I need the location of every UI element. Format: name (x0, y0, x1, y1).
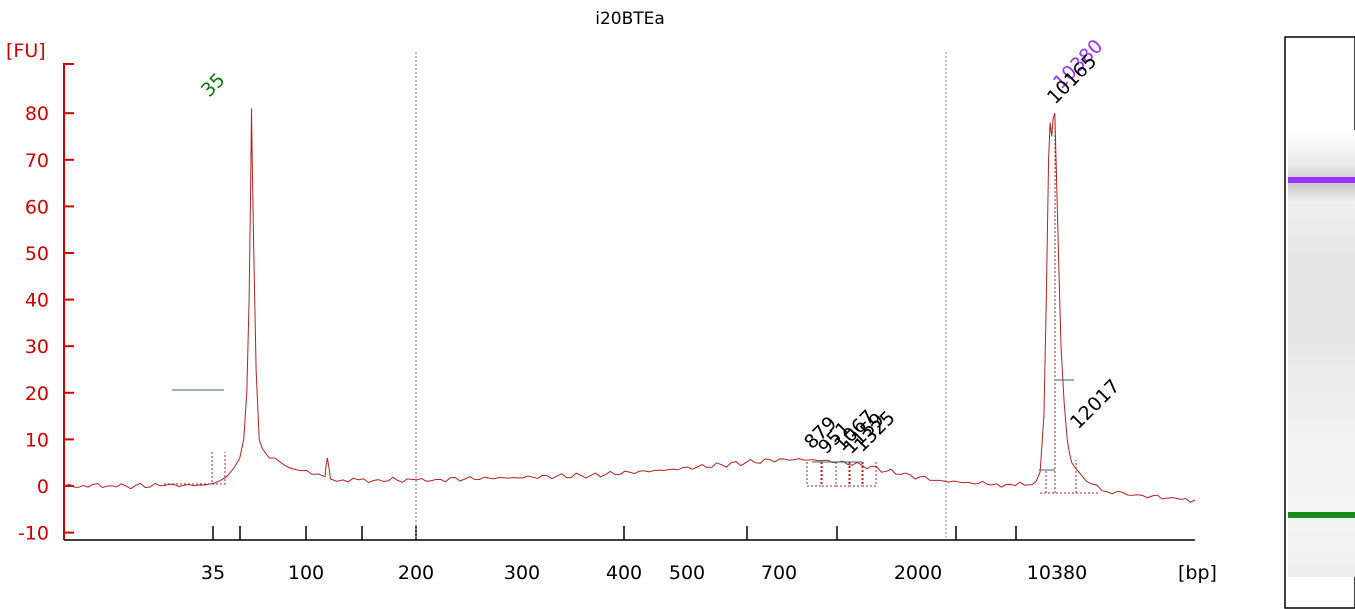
y-tick-label: 40 (25, 290, 49, 312)
x-tick-label: 500 (669, 562, 705, 584)
x-tick-label: 700 (761, 562, 797, 584)
y-tick-label: -10 (18, 523, 49, 545)
x-tick-label: 400 (606, 562, 642, 584)
y-tick-label: 70 (25, 150, 49, 172)
y-axis-label: [FU] (6, 40, 46, 62)
peak-integration-35 (164, 452, 226, 485)
x-tick-label: 35 (201, 562, 225, 584)
peak-integration-10380 (1040, 120, 1100, 494)
y-tick-label: 30 (25, 336, 49, 358)
x-tick-label: 200 (398, 562, 434, 584)
y-tick-label: 20 (25, 383, 49, 405)
peak-integration-region (821, 462, 837, 487)
peak-label: 12017 (1066, 375, 1124, 433)
lower-marker-band (1288, 512, 1355, 518)
peak-integration-region (861, 462, 877, 487)
peak-label: 35 (197, 69, 230, 102)
y-tick-label: 50 (25, 243, 49, 265)
x-tick-label: 2000 (894, 562, 942, 584)
peak-integration-region (848, 462, 864, 487)
y-tick-label: 80 (25, 103, 49, 125)
upper-marker-band (1288, 177, 1355, 183)
y-tick-label: 10 (25, 429, 49, 451)
electropherogram-trace (64, 108, 1196, 503)
peak-integration-region (806, 462, 822, 487)
x-tick-label: 100 (288, 562, 324, 584)
x-tick-label: 300 (504, 562, 540, 584)
peak-integration-region (835, 462, 851, 487)
y-tick-label: 0 (37, 476, 49, 498)
plot-area: -10 0 10 20 30 40 50 60 70 80 35 100 200 300 400 500 700… (18, 35, 1196, 584)
x-tick-label: 10380 (1027, 562, 1087, 584)
gel-lane-background (1288, 130, 1355, 577)
y-tick-label: 60 (25, 196, 49, 218)
gel-lane (1284, 36, 1355, 609)
x-axis-label: [bp] (1178, 562, 1217, 584)
chart-title: i20BTEa (595, 9, 665, 29)
